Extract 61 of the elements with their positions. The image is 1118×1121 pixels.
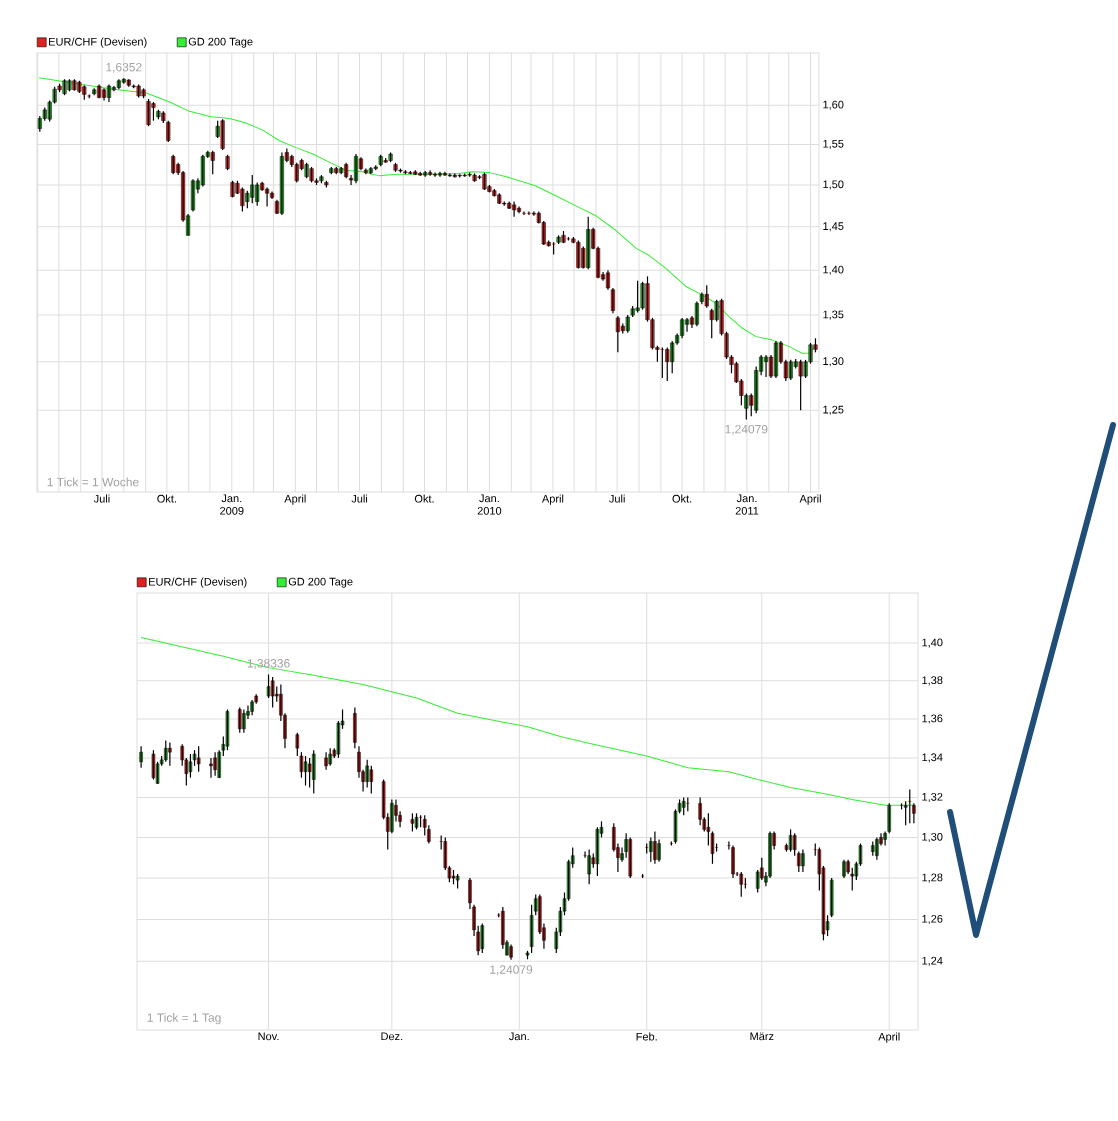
candlestick [303, 755, 308, 787]
y-tick-label: 1,36 [922, 714, 943, 724]
y-tick-label: 1,50 [823, 180, 844, 190]
y-tick-label: 1,30 [922, 832, 943, 842]
x-tick-label: Juli [93, 494, 110, 503]
annotation: 1 Tick = 1 Tag [147, 1013, 221, 1025]
x-tick-label: Nov. [258, 1032, 279, 1041]
x-tick-label: Jan. 2010 [477, 494, 502, 515]
x-tick-label: Jan. 2011 [735, 494, 759, 515]
candlestick [270, 676, 275, 709]
candlestick [365, 759, 369, 789]
x-tick-label: April [878, 1032, 900, 1043]
y-tick-label: 1,32 [922, 792, 943, 803]
candlestick [829, 877, 834, 918]
y-tick-label: 1,45 [823, 222, 844, 232]
y-tick-label: 1,40 [823, 265, 844, 275]
x-tick-label: Jan. 2009 [220, 494, 244, 515]
y-tick-label: 1,28 [922, 873, 943, 883]
x-tick-label: Okt. [672, 494, 692, 503]
y-tick-label: 1,24 [922, 956, 943, 966]
candlestick [850, 867, 854, 892]
x-tick-label: Okt. [157, 494, 176, 503]
candlestick [587, 848, 591, 885]
candlestick [792, 832, 797, 857]
x-tick-label: Juli [351, 494, 368, 503]
annotation: 1,24079 [490, 965, 533, 976]
candlestick [797, 851, 801, 873]
y-tick-label: 1,26 [922, 914, 943, 924]
x-tick-label: März [750, 1032, 774, 1041]
x-tick-label: Okt. [414, 494, 434, 503]
legend-label: EUR/CHF (Devisen) [49, 37, 147, 48]
candlestick [788, 828, 793, 853]
candlestick [739, 871, 743, 898]
candlestick [151, 749, 156, 781]
y-tick-label: 1,40 [922, 638, 943, 648]
candlestick [312, 749, 316, 794]
y-tick-label: 1,25 [823, 405, 844, 415]
y-tick-label: 1,30 [823, 357, 844, 367]
y-tick-label: 1,38 [922, 676, 943, 686]
y-tick-label: 1,35 [823, 310, 844, 320]
candlestick [410, 812, 415, 833]
candlestick [529, 904, 534, 954]
x-tick-label: April [799, 494, 821, 505]
legend-label: EUR/CHF (Devisen) [149, 577, 247, 588]
y-tick-label: 1,60 [823, 100, 844, 110]
legend-label: GD 200 Tage [288, 577, 353, 588]
candlestick [196, 745, 201, 773]
x-tick-label: Feb. [636, 1032, 657, 1041]
annotation: 1,6352 [106, 62, 142, 73]
annotation: 1 Tick = 1 Woche [47, 477, 139, 487]
x-tick-label: April [284, 494, 306, 505]
y-tick-label: 1,55 [823, 139, 844, 149]
annotation: 1,24079 [725, 424, 768, 435]
candlestick [166, 120, 171, 143]
legend-label: GD 200 Tage [188, 37, 253, 48]
x-tick-label: Jan. [509, 1032, 529, 1041]
y-tick-label: 1,34 [922, 753, 943, 763]
x-tick-label: April [541, 494, 564, 505]
x-tick-label: Juli [609, 494, 625, 503]
x-tick-label: Dez. [381, 1032, 403, 1041]
candlestick [295, 732, 300, 757]
